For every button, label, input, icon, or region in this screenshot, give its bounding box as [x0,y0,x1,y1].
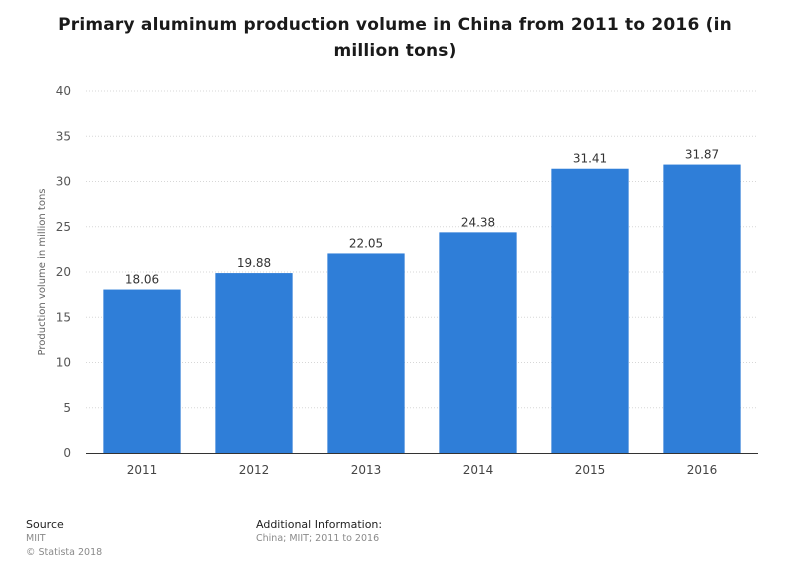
y-tick-label: 0 [63,446,71,460]
data-label: 18.06 [125,273,159,287]
bar [551,168,629,453]
data-label: 19.88 [237,256,271,270]
additional-info-block: Additional Information: China; MIIT; 201… [256,518,382,546]
data-label: 24.38 [461,215,495,229]
chart-title: Primary aluminum production volume in Ch… [58,15,732,61]
x-tick-label: 2011 [127,463,158,477]
y-tick-label: 25 [56,220,71,234]
bar [439,232,517,453]
grid-lines [86,90,758,409]
x-tick-label: 2015 [575,463,606,477]
y-tick-label: 30 [56,175,71,189]
x-axis-ticks: 2011 2012 2013 2014 2015 2016 [127,463,718,477]
x-tick-label: 2016 [687,463,718,477]
bar [103,289,181,453]
source-block: Source MIIT © Statista 2018 [26,518,102,560]
copyright-text: © Statista 2018 [26,547,103,558]
y-tick-label: 10 [56,356,71,370]
data-label: 22.05 [349,236,383,250]
x-tick-label: 2014 [463,463,494,477]
x-tick-label: 2013 [351,463,382,477]
source-name: MIIT [26,533,46,544]
y-tick-label: 35 [56,129,71,143]
y-tick-label: 20 [56,265,71,279]
value-labels: 18.06 19.88 22.05 24.38 31.41 31.87 [125,148,719,287]
bars [103,164,741,454]
additional-info-heading: Additional Information: [256,518,383,531]
data-label: 31.41 [573,152,607,166]
y-tick-label: 15 [56,310,71,324]
bar-chart: 0 5 10 15 20 25 30 35 40 18.06 19.88 22.05 24.38 31.… [37,84,758,477]
bar [663,164,741,454]
source-heading: Source [26,518,64,531]
data-label: 31.87 [685,148,719,162]
y-axis-ticks: 0 5 10 15 20 25 30 35 40 [56,84,71,460]
x-tick-label: 2012 [239,463,270,477]
bar [327,253,405,453]
additional-info-text: China; MIIT; 2011 to 2016 [256,533,380,544]
y-tick-label: 5 [63,401,71,415]
y-tick-label: 40 [56,84,71,98]
bar [215,273,293,453]
y-axis-label: Production volume in million tons [37,189,48,356]
